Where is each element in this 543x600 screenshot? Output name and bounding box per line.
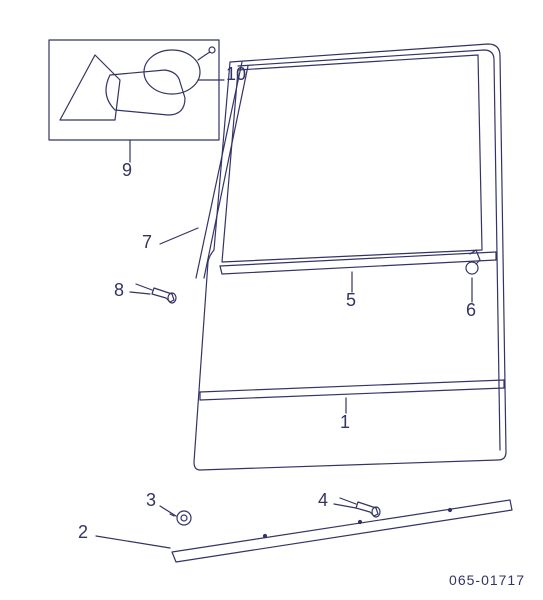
callout-7: 7 bbox=[142, 232, 152, 253]
clip-4-shaft bbox=[340, 498, 356, 504]
callout-4: 4 bbox=[318, 490, 328, 511]
window-opening bbox=[222, 55, 482, 262]
clip-8 bbox=[152, 288, 174, 302]
belt-molding-top bbox=[220, 252, 496, 266]
part-number: 065-01717 bbox=[449, 572, 525, 588]
clip-4 bbox=[356, 502, 378, 516]
rocker-molding bbox=[172, 500, 512, 562]
inset-box bbox=[49, 40, 219, 140]
window-trim-b bbox=[204, 66, 248, 278]
clip-3 bbox=[177, 511, 191, 525]
mirror-plug bbox=[209, 47, 215, 53]
callout-1: 1 bbox=[340, 412, 350, 433]
callout-8: 8 bbox=[114, 280, 124, 301]
callout-leaders bbox=[96, 80, 472, 548]
callout-2: 2 bbox=[78, 522, 88, 543]
belt-molding-bot bbox=[222, 260, 496, 274]
mirror-mount bbox=[60, 55, 120, 120]
diagram-canvas: 1 2 3 4 5 6 7 8 9 10 065-01717 bbox=[0, 0, 543, 600]
callout-10: 10 bbox=[226, 64, 246, 85]
callout-6: 6 bbox=[466, 300, 476, 321]
callout-3: 3 bbox=[146, 490, 156, 511]
callout-9: 9 bbox=[122, 160, 132, 181]
clip-8-shaft bbox=[136, 284, 152, 290]
mirror-connector bbox=[198, 52, 210, 60]
diagram-svg bbox=[0, 0, 543, 600]
door-outer bbox=[194, 44, 506, 470]
callout-5: 5 bbox=[346, 290, 356, 311]
